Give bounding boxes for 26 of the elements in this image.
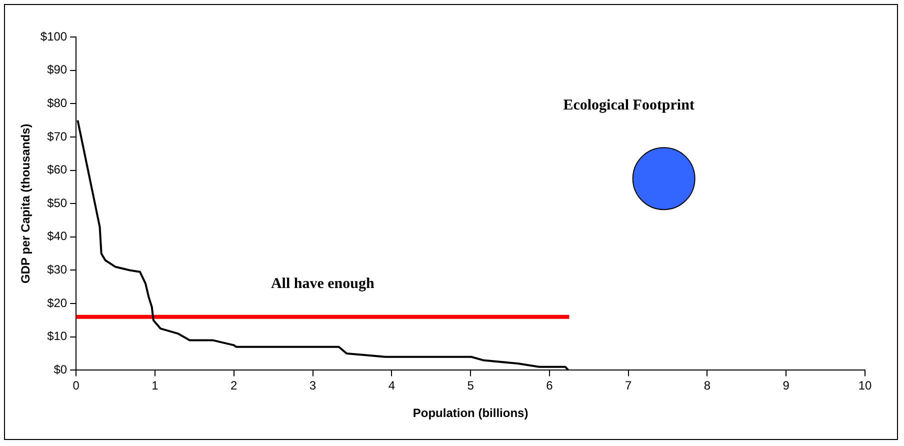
y-tick-label: $60 xyxy=(47,162,68,177)
text: Ecological Footprint xyxy=(563,97,694,114)
x-axis-title: Population (billions) xyxy=(412,406,528,420)
y-tick-label: $0 xyxy=(54,362,68,377)
series-label: All have enough xyxy=(270,276,375,292)
x-tick-label: 10 xyxy=(858,378,872,393)
y-tick-label: $70 xyxy=(47,129,68,144)
y-tick-label: $40 xyxy=(47,229,68,244)
y-tick-label: $50 xyxy=(47,196,68,210)
x-tick-label: 0 xyxy=(72,378,80,393)
y-tick-label: $100 xyxy=(40,29,68,44)
y-axis-title: GDP per Capita (thousands) xyxy=(18,124,33,284)
x-tick-label: 8 xyxy=(704,378,711,393)
x-tick-label: 1 xyxy=(152,378,159,393)
y-tick-label: $10 xyxy=(47,329,68,344)
y-tick-label: $90 xyxy=(47,62,68,77)
x-tick-label: 3 xyxy=(309,378,316,393)
x-tick-label: 9 xyxy=(782,378,790,393)
x-tick-label: 2 xyxy=(230,378,238,393)
y-tick-label: $20 xyxy=(47,296,68,310)
x-tick-label: 4 xyxy=(388,378,396,393)
x-tick-label: 7 xyxy=(624,378,632,393)
y-tick-label: $80 xyxy=(47,96,68,110)
x-tick-label: 5 xyxy=(467,378,474,393)
y-tick-label: $30 xyxy=(47,262,68,277)
x-tick-label: 6 xyxy=(546,378,554,393)
